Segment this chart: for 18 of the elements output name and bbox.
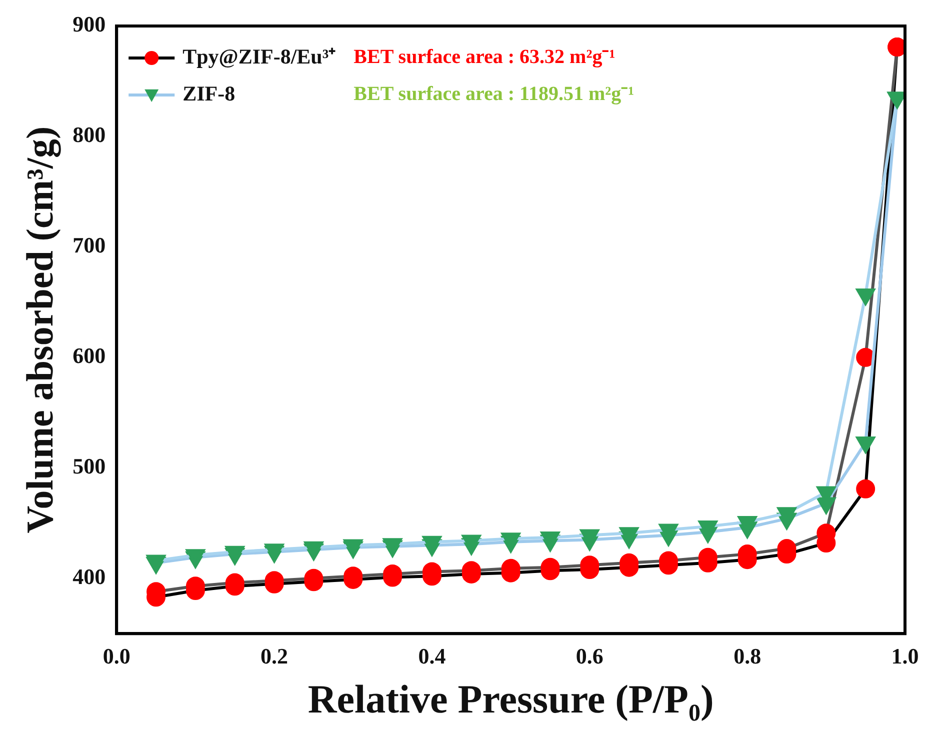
x-tick-label: 0.6 xyxy=(576,643,604,668)
y-axis-title: Volume absorbed (cm³/g) xyxy=(20,126,62,534)
x-axis-title: Relative Pressure (P/P₀) xyxy=(308,676,714,722)
x-tick-label: 0.8 xyxy=(734,643,762,668)
x-tick-label: 0.4 xyxy=(418,643,446,668)
x-tick-label: 0.2 xyxy=(260,643,288,668)
legend-label: Tpy@ZIF-8/Eu³⁺ xyxy=(182,44,336,68)
y-tick-label: 400 xyxy=(72,564,106,590)
y-tick-label: 600 xyxy=(72,343,106,368)
x-tick-label: 1.0 xyxy=(891,643,919,668)
annotation: BET surface area : 63.32 m²g⁻¹ xyxy=(354,46,616,68)
y-tick-label: 500 xyxy=(72,454,106,479)
x-tick-label: 0.0 xyxy=(102,643,130,668)
y-tick-label: 800 xyxy=(72,122,106,148)
y-tick-label: 700 xyxy=(72,232,106,258)
legend-label: ZIF-8 xyxy=(182,81,236,106)
y-tick-label: 900 xyxy=(72,12,106,37)
annotation: BET surface area : 1189.51 m²g⁻¹ xyxy=(354,83,634,106)
